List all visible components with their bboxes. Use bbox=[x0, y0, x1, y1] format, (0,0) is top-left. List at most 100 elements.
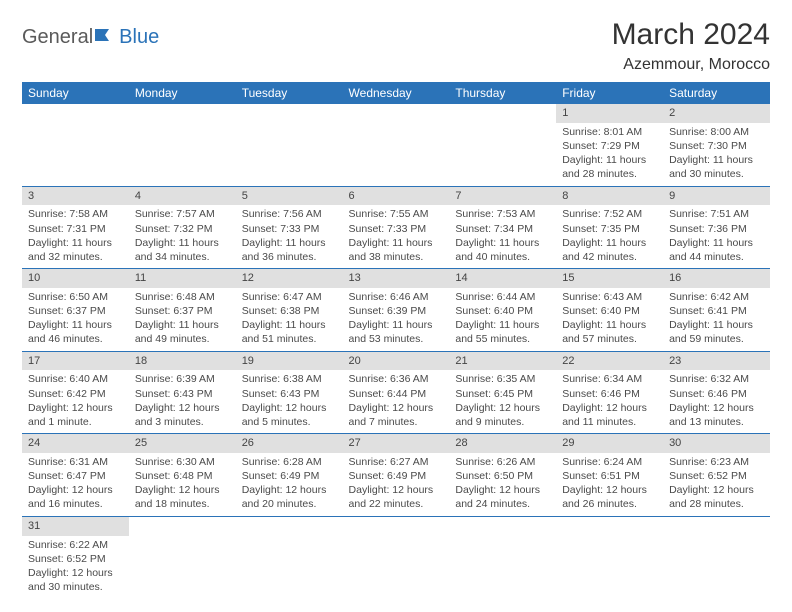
sunset-text: Sunset: 6:46 PM bbox=[669, 387, 764, 401]
sunrise-text: Sunrise: 6:31 AM bbox=[28, 455, 123, 469]
day-content: Sunrise: 6:44 AMSunset: 6:40 PMDaylight:… bbox=[449, 288, 556, 351]
calendar-day-cell bbox=[449, 104, 556, 186]
calendar-day-cell: 5Sunrise: 7:56 AMSunset: 7:33 PMDaylight… bbox=[236, 186, 343, 269]
sunset-text: Sunset: 6:45 PM bbox=[455, 387, 550, 401]
sunrise-text: Sunrise: 6:26 AM bbox=[455, 455, 550, 469]
calendar-day-cell: 17Sunrise: 6:40 AMSunset: 6:42 PMDayligh… bbox=[22, 351, 129, 434]
day-number: 14 bbox=[449, 269, 556, 288]
daylight-text: Daylight: 12 hours and 30 minutes. bbox=[28, 566, 123, 594]
sunrise-text: Sunrise: 6:34 AM bbox=[562, 372, 657, 386]
day-number: 26 bbox=[236, 434, 343, 453]
daylight-text: Daylight: 12 hours and 1 minute. bbox=[28, 401, 123, 429]
day-content: Sunrise: 6:23 AMSunset: 6:52 PMDaylight:… bbox=[663, 453, 770, 516]
sunrise-text: Sunrise: 6:28 AM bbox=[242, 455, 337, 469]
daylight-text: Daylight: 11 hours and 44 minutes. bbox=[669, 236, 764, 264]
day-content: Sunrise: 6:26 AMSunset: 6:50 PMDaylight:… bbox=[449, 453, 556, 516]
daylight-text: Daylight: 11 hours and 59 minutes. bbox=[669, 318, 764, 346]
day-number: 17 bbox=[22, 352, 129, 371]
day-number: 2 bbox=[663, 104, 770, 123]
day-content: Sunrise: 6:35 AMSunset: 6:45 PMDaylight:… bbox=[449, 370, 556, 433]
calendar-week-row: 1Sunrise: 8:01 AMSunset: 7:29 PMDaylight… bbox=[22, 104, 770, 186]
daylight-text: Daylight: 12 hours and 24 minutes. bbox=[455, 483, 550, 511]
daylight-text: Daylight: 11 hours and 40 minutes. bbox=[455, 236, 550, 264]
day-number: 21 bbox=[449, 352, 556, 371]
calendar-day-cell bbox=[129, 104, 236, 186]
sunrise-text: Sunrise: 6:47 AM bbox=[242, 290, 337, 304]
logo-text-blue: Blue bbox=[119, 26, 159, 49]
calendar-day-cell bbox=[343, 516, 450, 598]
calendar-day-cell: 24Sunrise: 6:31 AMSunset: 6:47 PMDayligh… bbox=[22, 434, 129, 517]
daylight-text: Daylight: 12 hours and 7 minutes. bbox=[349, 401, 444, 429]
day-number: 7 bbox=[449, 187, 556, 206]
day-number: 31 bbox=[22, 517, 129, 536]
day-number: 30 bbox=[663, 434, 770, 453]
daylight-text: Daylight: 11 hours and 51 minutes. bbox=[242, 318, 337, 346]
day-content: Sunrise: 8:01 AMSunset: 7:29 PMDaylight:… bbox=[556, 123, 663, 186]
sunrise-text: Sunrise: 7:55 AM bbox=[349, 207, 444, 221]
sunset-text: Sunset: 7:30 PM bbox=[669, 139, 764, 153]
day-content: Sunrise: 6:36 AMSunset: 6:44 PMDaylight:… bbox=[343, 370, 450, 433]
day-number: 22 bbox=[556, 352, 663, 371]
day-content: Sunrise: 6:34 AMSunset: 6:46 PMDaylight:… bbox=[556, 370, 663, 433]
calendar-week-row: 24Sunrise: 6:31 AMSunset: 6:47 PMDayligh… bbox=[22, 434, 770, 517]
day-number: 20 bbox=[343, 352, 450, 371]
daylight-text: Daylight: 11 hours and 34 minutes. bbox=[135, 236, 230, 264]
day-number: 6 bbox=[343, 187, 450, 206]
sunrise-text: Sunrise: 6:38 AM bbox=[242, 372, 337, 386]
day-content: Sunrise: 6:40 AMSunset: 6:42 PMDaylight:… bbox=[22, 370, 129, 433]
day-number: 3 bbox=[22, 187, 129, 206]
daylight-text: Daylight: 11 hours and 28 minutes. bbox=[562, 153, 657, 181]
calendar-week-row: 31Sunrise: 6:22 AMSunset: 6:52 PMDayligh… bbox=[22, 516, 770, 598]
weekday-header: Saturday bbox=[663, 82, 770, 104]
daylight-text: Daylight: 11 hours and 42 minutes. bbox=[562, 236, 657, 264]
sunrise-text: Sunrise: 7:56 AM bbox=[242, 207, 337, 221]
day-content: Sunrise: 6:38 AMSunset: 6:43 PMDaylight:… bbox=[236, 370, 343, 433]
day-number: 23 bbox=[663, 352, 770, 371]
day-content: Sunrise: 6:28 AMSunset: 6:49 PMDaylight:… bbox=[236, 453, 343, 516]
title-block: March 2024 Azemmour, Morocco bbox=[612, 18, 770, 74]
sunrise-text: Sunrise: 7:57 AM bbox=[135, 207, 230, 221]
logo-text-general: General bbox=[22, 26, 93, 49]
sunset-text: Sunset: 6:40 PM bbox=[562, 304, 657, 318]
weekday-header: Sunday bbox=[22, 82, 129, 104]
sunrise-text: Sunrise: 7:53 AM bbox=[455, 207, 550, 221]
calendar-day-cell: 10Sunrise: 6:50 AMSunset: 6:37 PMDayligh… bbox=[22, 269, 129, 352]
sunset-text: Sunset: 7:33 PM bbox=[349, 222, 444, 236]
sunrise-text: Sunrise: 6:43 AM bbox=[562, 290, 657, 304]
calendar-day-cell: 3Sunrise: 7:58 AMSunset: 7:31 PMDaylight… bbox=[22, 186, 129, 269]
daylight-text: Daylight: 11 hours and 55 minutes. bbox=[455, 318, 550, 346]
sunset-text: Sunset: 6:41 PM bbox=[669, 304, 764, 318]
sunset-text: Sunset: 6:38 PM bbox=[242, 304, 337, 318]
sunset-text: Sunset: 6:52 PM bbox=[669, 469, 764, 483]
sunset-text: Sunset: 6:37 PM bbox=[135, 304, 230, 318]
sunset-text: Sunset: 7:32 PM bbox=[135, 222, 230, 236]
calendar-day-cell: 19Sunrise: 6:38 AMSunset: 6:43 PMDayligh… bbox=[236, 351, 343, 434]
day-number: 1 bbox=[556, 104, 663, 123]
day-content: Sunrise: 6:42 AMSunset: 6:41 PMDaylight:… bbox=[663, 288, 770, 351]
sunset-text: Sunset: 7:35 PM bbox=[562, 222, 657, 236]
logo: General Blue bbox=[22, 18, 159, 49]
calendar-day-cell: 25Sunrise: 6:30 AMSunset: 6:48 PMDayligh… bbox=[129, 434, 236, 517]
calendar-day-cell: 27Sunrise: 6:27 AMSunset: 6:49 PMDayligh… bbox=[343, 434, 450, 517]
calendar-day-cell: 21Sunrise: 6:35 AMSunset: 6:45 PMDayligh… bbox=[449, 351, 556, 434]
calendar-day-cell: 7Sunrise: 7:53 AMSunset: 7:34 PMDaylight… bbox=[449, 186, 556, 269]
sunset-text: Sunset: 7:31 PM bbox=[28, 222, 123, 236]
weekday-header-row: Sunday Monday Tuesday Wednesday Thursday… bbox=[22, 82, 770, 104]
sunrise-text: Sunrise: 6:27 AM bbox=[349, 455, 444, 469]
sunset-text: Sunset: 6:51 PM bbox=[562, 469, 657, 483]
day-number: 13 bbox=[343, 269, 450, 288]
day-content: Sunrise: 7:52 AMSunset: 7:35 PMDaylight:… bbox=[556, 205, 663, 268]
daylight-text: Daylight: 11 hours and 46 minutes. bbox=[28, 318, 123, 346]
day-number: 19 bbox=[236, 352, 343, 371]
calendar-day-cell: 31Sunrise: 6:22 AMSunset: 6:52 PMDayligh… bbox=[22, 516, 129, 598]
day-number: 8 bbox=[556, 187, 663, 206]
sunrise-text: Sunrise: 7:58 AM bbox=[28, 207, 123, 221]
calendar-day-cell bbox=[343, 104, 450, 186]
calendar-day-cell: 2Sunrise: 8:00 AMSunset: 7:30 PMDaylight… bbox=[663, 104, 770, 186]
sunrise-text: Sunrise: 8:01 AM bbox=[562, 125, 657, 139]
sunrise-text: Sunrise: 6:42 AM bbox=[669, 290, 764, 304]
sunrise-text: Sunrise: 8:00 AM bbox=[669, 125, 764, 139]
calendar-day-cell: 29Sunrise: 6:24 AMSunset: 6:51 PMDayligh… bbox=[556, 434, 663, 517]
sunrise-text: Sunrise: 6:40 AM bbox=[28, 372, 123, 386]
sunset-text: Sunset: 6:39 PM bbox=[349, 304, 444, 318]
